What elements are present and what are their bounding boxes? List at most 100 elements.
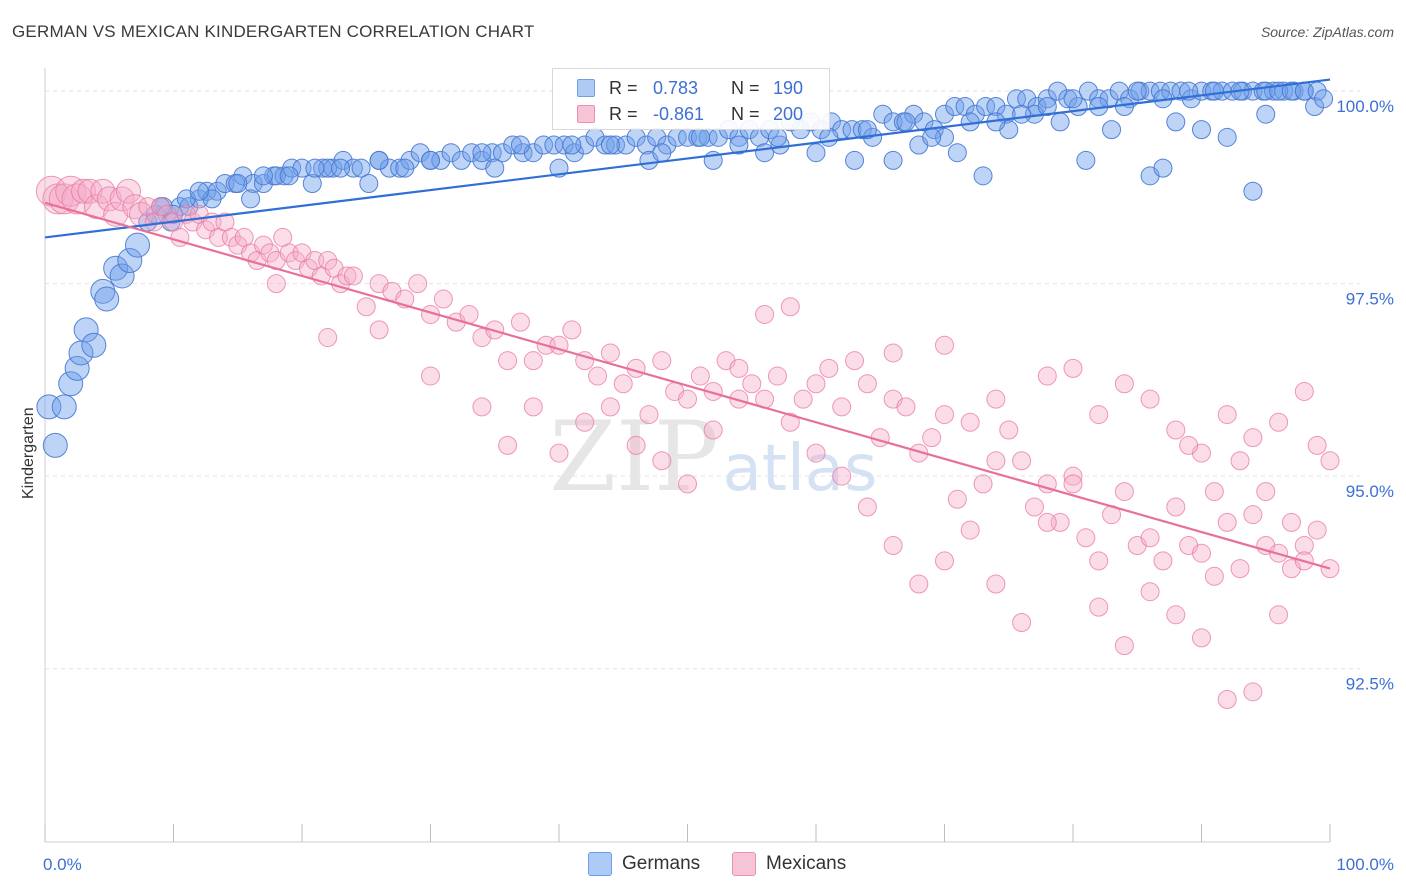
mexicans-point (1294, 381, 1314, 401)
mexicans-point (896, 397, 916, 417)
germans-point (482, 143, 502, 163)
germans-point (806, 143, 826, 163)
mexicans-point (83, 194, 109, 220)
mexicans-point (1076, 528, 1096, 548)
mexicans-point (421, 366, 440, 386)
germans-point (359, 174, 379, 194)
mexicans-point (151, 197, 171, 217)
germans-point (819, 127, 839, 147)
germans-point (1078, 81, 1098, 101)
mexicans-point (845, 351, 865, 371)
mexicans-point (767, 366, 787, 386)
germans-point (922, 127, 942, 147)
mexicans-point (1243, 428, 1263, 448)
germans-point (253, 166, 273, 186)
mexicans-point (1256, 482, 1276, 502)
legend-row-germans: R = 0.783 N = 190 (553, 75, 823, 101)
germans-point (1166, 112, 1186, 132)
mexicans-point (935, 335, 954, 355)
germans-point (51, 394, 77, 420)
germans-point (896, 112, 916, 132)
mexicans-point (1217, 512, 1237, 532)
germans-point (1256, 104, 1276, 124)
axes (44, 68, 1331, 843)
germans-point (369, 150, 389, 170)
mexicans-point (562, 320, 582, 340)
germans-point (1058, 89, 1078, 109)
mexicans-point (337, 266, 357, 286)
legend-r-value-mexicans: -0.861 (653, 103, 705, 124)
mexicans-point (1166, 605, 1186, 625)
mexicans-point (935, 551, 954, 571)
mexicans-point (266, 274, 286, 294)
mexicans-point (755, 304, 775, 324)
germans-point (852, 120, 872, 140)
germans-point (243, 174, 263, 194)
chart-title: GERMAN VS MEXICAN KINDERGARTEN CORRELATI… (12, 22, 535, 41)
germans-point (1006, 89, 1026, 109)
mexicans-point (678, 474, 697, 494)
mexicans-point (1204, 482, 1224, 502)
mexicans-point (1114, 374, 1134, 394)
mexicans-point (96, 186, 122, 212)
germans-point (955, 97, 975, 117)
legend-n-value-mexicans: 200 (773, 103, 804, 124)
germans-point (64, 355, 90, 381)
mexicans-point (626, 435, 646, 455)
mexicans-point (613, 374, 633, 394)
mexicans-point (883, 535, 903, 555)
mexicans-point (832, 397, 852, 417)
germans-point (431, 150, 451, 170)
mexicans-point (260, 243, 280, 263)
germans-point (945, 97, 965, 117)
germans-point (1063, 89, 1083, 109)
germans-point (189, 181, 209, 201)
mexicans-points (35, 175, 1340, 710)
germans-point (1217, 127, 1237, 147)
germans-point (534, 135, 554, 155)
mexicans-point (947, 489, 967, 509)
legend-swatch-germans (577, 79, 595, 97)
legend-item-mexicans[interactable]: Mexicans (732, 852, 846, 876)
mexicans-point (742, 374, 762, 394)
germans-point (421, 150, 440, 170)
trend-lines (44, 78, 1331, 570)
germans-point (1192, 120, 1211, 140)
germans-point (973, 166, 993, 186)
mexicans-point (408, 274, 428, 294)
mexicans-point (575, 412, 595, 432)
legend-r-value-germans: 0.783 (653, 77, 699, 98)
tick-labels: 92.5% 95.0% 97.5% 100.0% 0.0% 100.0% (43, 97, 1394, 874)
germans-point (58, 371, 84, 397)
source-label: Source: ZipAtlas.com (1260, 24, 1394, 40)
mexicans-point (1012, 451, 1032, 471)
germans-point (510, 135, 530, 155)
mexicans-point (1037, 366, 1057, 386)
mexicans-point (780, 412, 800, 432)
mexicans-point (935, 405, 954, 425)
mexicans-point (1217, 690, 1237, 710)
mexicans-point (253, 235, 273, 255)
germans-point (90, 278, 116, 304)
germans-point (379, 158, 399, 178)
mexicans-point (1230, 559, 1250, 579)
mexicans-point (356, 297, 376, 317)
mexicans-point (1179, 435, 1199, 455)
watermark-atlas: atlas (723, 432, 878, 506)
mexicans-point (1307, 520, 1327, 540)
mexicans-trend-line (44, 201, 1331, 570)
germans-point (636, 135, 656, 155)
germans-point (767, 127, 787, 147)
mexicans-point (986, 574, 1006, 594)
mexicans-point (1089, 405, 1109, 425)
mexicans-point (806, 374, 826, 394)
germans-point (554, 135, 574, 155)
mexicans-point (318, 328, 338, 348)
legend-n-label: N = (731, 103, 760, 124)
legend-swatch-mexicans (577, 105, 595, 123)
legend-item-germans[interactable]: Germans (588, 852, 700, 876)
x-tick-label-min: 0.0% (43, 855, 82, 874)
mexicans-point (510, 312, 530, 332)
mexicans-point (922, 428, 942, 448)
germans-point (1048, 81, 1068, 101)
